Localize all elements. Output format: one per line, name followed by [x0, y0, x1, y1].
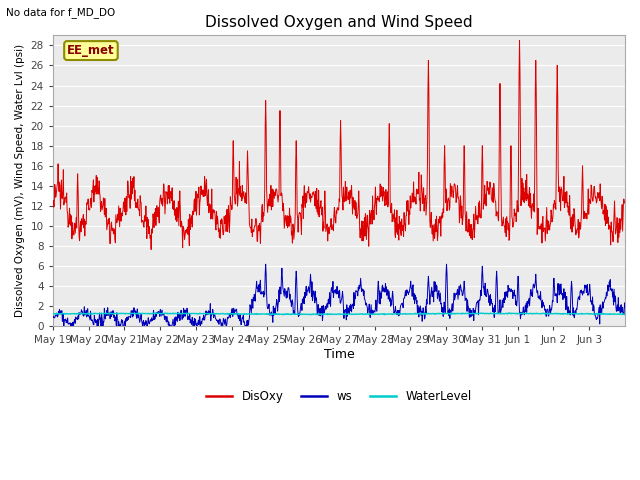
Text: EE_met: EE_met: [67, 44, 115, 57]
Text: No data for f_MD_DO: No data for f_MD_DO: [6, 7, 116, 18]
Y-axis label: Dissolved Oxygen (mV), Wind Speed, Water Lvl (psi): Dissolved Oxygen (mV), Wind Speed, Water…: [15, 44, 25, 317]
Title: Dissolved Oxygen and Wind Speed: Dissolved Oxygen and Wind Speed: [205, 15, 473, 30]
X-axis label: Time: Time: [324, 348, 355, 361]
Legend: DisOxy, ws, WaterLevel: DisOxy, ws, WaterLevel: [202, 385, 476, 408]
